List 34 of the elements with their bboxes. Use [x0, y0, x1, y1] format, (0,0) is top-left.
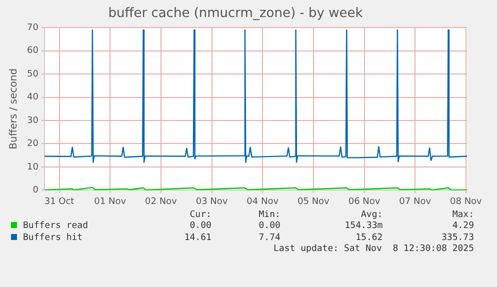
x-tick-label: 06 Nov	[348, 196, 381, 207]
x-tick-label: 04 Nov	[246, 196, 280, 207]
y-tick-label: 20	[27, 139, 39, 150]
text: 154.33m	[344, 220, 384, 232]
chart-title: buffer cache (nmucrm_zone) - by week	[108, 6, 364, 22]
x-tick-label: 01 Nov	[94, 196, 127, 207]
x-tick-label: 02 Nov	[145, 196, 178, 207]
x-tick-label: 08 Nov	[450, 196, 483, 207]
x-tick-label: 07 Nov	[399, 196, 432, 207]
y-tick-label: 70	[27, 22, 39, 33]
text: 0.00	[258, 220, 282, 232]
text: 7.74	[258, 232, 282, 244]
text: Avg:	[360, 210, 384, 220]
text: Cur:	[188, 210, 212, 220]
legend-label: Buffers hit	[22, 232, 84, 244]
text: 15.62	[354, 232, 384, 244]
x-tick-label: 05 Nov	[297, 196, 330, 207]
y-tick-label: 40	[27, 92, 39, 103]
y-tick-label: 50	[27, 69, 39, 80]
x-tick-label: 31 Oct	[44, 196, 75, 207]
text: 335.73	[440, 232, 475, 244]
y-axis-title: Buffers / second	[8, 68, 20, 150]
y-tick-label: 0	[32, 186, 39, 196]
y-tick-label: 30	[27, 116, 39, 126]
y-tick-label: 60	[27, 46, 39, 56]
y-tick-label: 10	[27, 162, 39, 172]
text: 0.00	[188, 220, 212, 232]
text: Max:	[451, 210, 475, 220]
text: Last update: Sat Nov 8 12:30:08 2025	[272, 244, 475, 254]
text: Min:	[258, 210, 282, 220]
text: 14.61	[183, 232, 212, 244]
x-tick-label: 03 Nov	[196, 196, 228, 207]
text: 4.29	[451, 220, 475, 232]
legend-label: Buffers read	[22, 220, 90, 232]
